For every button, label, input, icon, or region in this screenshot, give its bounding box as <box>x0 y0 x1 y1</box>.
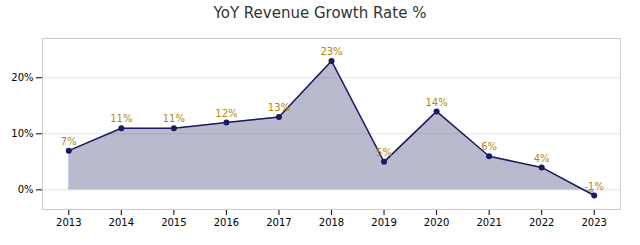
svg-text:2016: 2016 <box>214 217 239 228</box>
svg-text:14%: 14% <box>425 97 447 108</box>
svg-text:11%: 11% <box>110 113 132 124</box>
svg-text:4%: 4% <box>534 153 550 164</box>
svg-text:2022: 2022 <box>529 217 554 228</box>
svg-text:20%: 20% <box>11 72 33 83</box>
svg-text:2013: 2013 <box>56 217 81 228</box>
html-text:YoY Revenue Growth Rate %: YoY Revenue Growth Rate % <box>213 4 427 22</box>
svg-text:10%: 10% <box>11 128 33 139</box>
svg-text:2019: 2019 <box>371 217 396 228</box>
svg-text:12%: 12% <box>215 108 237 119</box>
svg-text:0%: 0% <box>18 184 34 195</box>
svg-text:11%: 11% <box>163 113 185 124</box>
svg-text:2021: 2021 <box>476 217 501 228</box>
svg-text:2015: 2015 <box>161 217 186 228</box>
svg-text:2020: 2020 <box>424 217 449 228</box>
svg-text:2018: 2018 <box>319 217 344 228</box>
svg-text:7%: 7% <box>61 136 77 147</box>
svg-text:-1%: -1% <box>584 181 603 192</box>
svg-text:2023: 2023 <box>582 217 607 228</box>
svg-text:5%: 5% <box>376 147 392 158</box>
svg-text:23%: 23% <box>320 46 342 57</box>
svg-text:13%: 13% <box>268 102 290 113</box>
svg-text:2014: 2014 <box>109 217 134 228</box>
svg-text:2017: 2017 <box>266 217 291 228</box>
svg-text:6%: 6% <box>481 141 497 152</box>
